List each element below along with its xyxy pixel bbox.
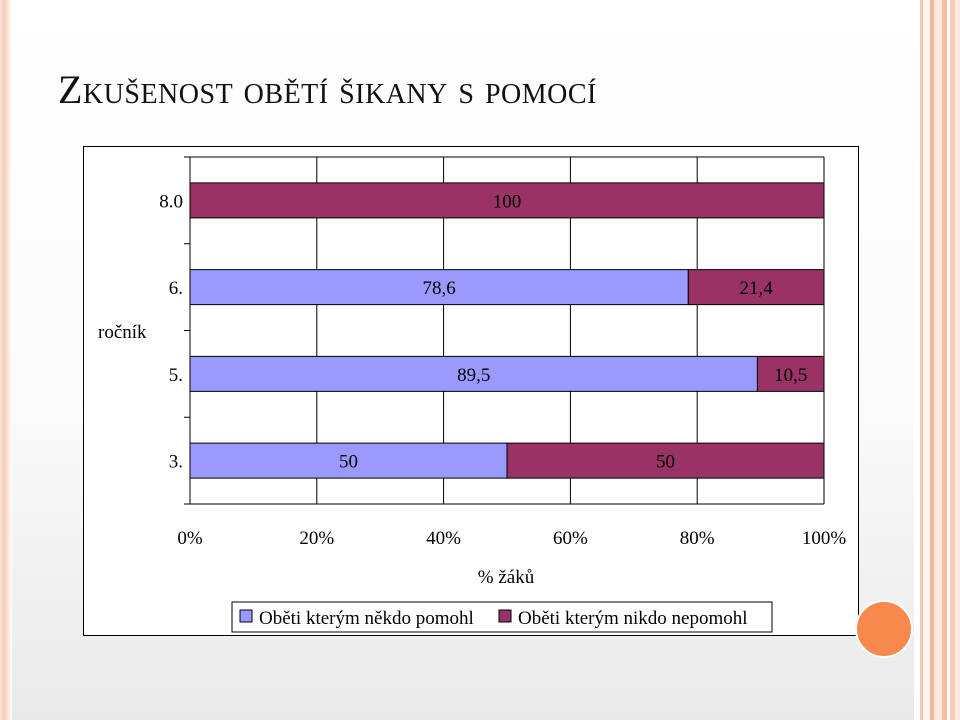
x-tick-label-2: 40% [426,528,461,549]
right-decor-stripes [914,0,960,720]
stacked-bar-chart: 100 8.0 78,6 21,4 6. 89,5 10,5 5. 50 50 3. 0% 20% 40%… [98,156,847,633]
x-tick-label-1: 20% [299,528,334,549]
data-label-1-2: 10,5 [774,365,807,386]
x-axis-title: % žáků [478,567,535,588]
legend-label-0: Oběti kterým někdo pomohl [259,608,474,629]
data-label-1-3: 50 [656,452,675,473]
legend-swatch-0 [239,609,253,623]
bar-1-1 [687,269,825,306]
data-label-0-1: 78,6 [423,278,456,299]
bar-0-3 [189,442,508,479]
data-label-0-3: 50 [339,452,358,473]
data-label-1-0: 100 [493,191,522,212]
y-axis-title: ročník [98,322,147,343]
category-label-0: 8.0 [159,191,183,212]
data-label-0-2: 89,5 [457,365,490,386]
x-tick-label-0: 0% [177,528,203,549]
x-tick-label-3: 60% [553,528,588,549]
category-label-1: 6. [169,278,183,299]
category-label-2: 5. [169,365,183,386]
x-tick-label-5: 100% [802,528,847,549]
legend-swatch-1 [498,609,512,623]
legend-label-1: Oběti kterým nikdo nepomohl [518,608,748,629]
slide-title-text: Zkušenost obětí šikany s pomocí [58,67,597,112]
category-label-3: 3. [169,452,183,473]
data-label-1-1: 21,4 [740,278,774,299]
left-decor-stripe [0,0,12,720]
chart-frame: 100 8.0 78,6 21,4 6. 89,5 10,5 5. 50 50 3. 0% 20% 40%… [83,146,859,636]
bar-1-2 [756,355,825,392]
bar-1-3 [506,442,825,479]
x-tick-label-4: 80% [680,528,715,549]
bar-0-1 [189,269,689,306]
orange-circle-decoration [855,600,913,658]
slide-title: Zkušenost obětí šikany s pomocí [58,66,597,113]
